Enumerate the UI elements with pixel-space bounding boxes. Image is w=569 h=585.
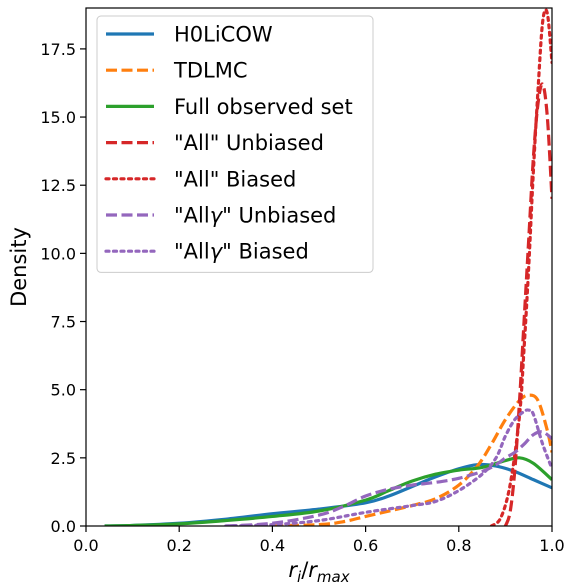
- y-tick-label: 10.0: [40, 244, 76, 263]
- legend-label: TDLMC: [173, 59, 247, 83]
- legend-box: [96, 15, 374, 273]
- legend-label: H0LiCOW: [174, 23, 273, 47]
- x-tick-label: 0.4: [260, 536, 285, 555]
- legend-label: "All" Unbiased: [174, 131, 324, 155]
- y-tick-label: 17.5: [40, 40, 76, 59]
- y-tick-label: 2.5: [51, 449, 76, 468]
- ticks-layer: 0.0 0.2 0.4 0.6 0.8 1.0 0.0 2.5 5.0 7.5 10.0 12.5 15…: [40, 40, 564, 555]
- x-tick-label: 0.0: [73, 536, 98, 555]
- plot-frame: [85, 7, 553, 527]
- legend: H0LiCOW TDLMC Full observed set "All" Unbia…: [96, 15, 374, 273]
- legend-item: "Allγ" Unbiased: [106, 204, 336, 228]
- x-tick-label: 0.8: [446, 536, 471, 555]
- legend-item: H0LiCOW: [106, 23, 273, 47]
- y-tick-label: 12.5: [40, 176, 76, 195]
- y-tick-label: 15.0: [40, 108, 76, 127]
- y-tick-label: 5.0: [51, 381, 76, 400]
- y-tick-label: 0.0: [51, 517, 76, 536]
- series-line-h0licow: [104, 462, 552, 526]
- legend-item: "Allγ" Biased: [104, 240, 309, 264]
- legend-item: TDLMC: [106, 59, 247, 83]
- x-axis-label: ri/rmax: [288, 558, 349, 585]
- series-line-all-biased: [224, 408, 552, 526]
- legend-label: "All" Biased: [174, 167, 296, 191]
- series-layer: [104, 8, 552, 526]
- y-tick-label: 7.5: [51, 313, 76, 332]
- legend-item: Full observed set: [106, 95, 353, 119]
- x-tick-label: 0.2: [166, 536, 191, 555]
- y-axis-label: Density: [7, 227, 31, 307]
- x-tick-label: 1.0: [539, 536, 564, 555]
- series-line-all-biased: [489, 8, 552, 526]
- legend-label: Full observed set: [174, 95, 353, 119]
- series-line-full-observed-set: [104, 456, 552, 526]
- legend-item: "All" Unbiased: [106, 131, 324, 155]
- legend-items: H0LiCOW TDLMC Full observed set "All" Unbia…: [104, 23, 353, 264]
- legend-item: "All" Biased: [104, 167, 296, 191]
- legend-label: "Allγ" Biased: [174, 240, 309, 264]
- legend-label: "Allγ" Unbiased: [174, 204, 336, 228]
- x-tick-label: 0.6: [353, 536, 378, 555]
- series-line-all-unbiased: [225, 430, 552, 526]
